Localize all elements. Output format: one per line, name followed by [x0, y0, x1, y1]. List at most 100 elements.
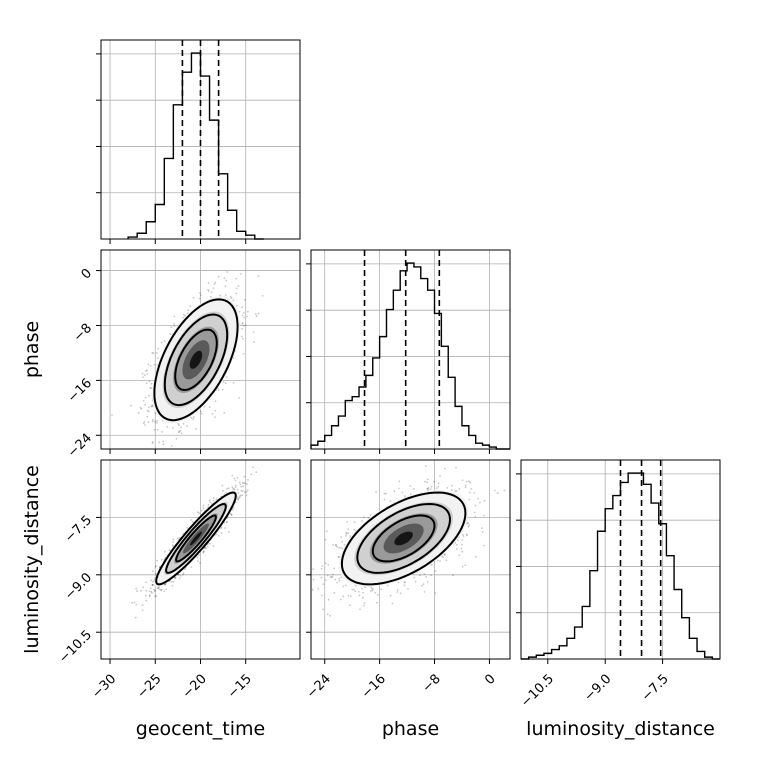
scatter-point [312, 578, 315, 581]
scatter-point [178, 431, 180, 434]
x-tick-label: −20 [180, 672, 210, 702]
scatter-point [345, 535, 347, 537]
scatter-point [312, 568, 315, 570]
scatter-point [190, 417, 193, 419]
scatter-point [239, 495, 241, 498]
scatter-point [224, 294, 227, 296]
scatter-point [163, 490, 165, 492]
scatter-point [226, 488, 228, 490]
scatter-point [156, 419, 158, 422]
scatter-point [237, 492, 240, 494]
scatter-point [212, 497, 215, 499]
scatter-point [261, 294, 264, 297]
scatter-point [254, 313, 257, 316]
contour-line [174, 328, 218, 392]
scatter-point [232, 487, 235, 490]
scatter-point [338, 546, 340, 549]
scatter-point [150, 387, 153, 389]
contour-line [371, 514, 436, 563]
x-tick-label: −7.5 [639, 672, 672, 705]
scatter-point [346, 521, 349, 523]
scatter-point [151, 404, 154, 406]
scatter-point [154, 589, 157, 592]
scatter-point [150, 579, 152, 582]
scatter-point [232, 381, 235, 384]
scatter-point [236, 476, 239, 479]
scatter-point [419, 574, 421, 577]
scatter-point [242, 312, 245, 314]
scatter-point [347, 594, 350, 597]
scatter-point [413, 487, 415, 490]
scatter-point [184, 568, 187, 571]
scatter-point [330, 576, 333, 579]
scatter-point [226, 521, 228, 523]
scatter-point [205, 547, 208, 549]
scatter-point [221, 388, 224, 391]
scatter-point [221, 484, 224, 487]
scatter-point [372, 588, 374, 591]
scatter-point [171, 585, 174, 587]
scatter-point [236, 304, 238, 307]
scatter-point [427, 489, 430, 492]
scatter-point [426, 481, 428, 484]
scatter-point [186, 526, 189, 529]
scatter-point [141, 609, 144, 612]
scatter-point [200, 412, 203, 415]
scatter-point [131, 602, 134, 604]
scatter-point [215, 533, 218, 536]
scatter-point [225, 521, 228, 523]
scatter-point [133, 601, 136, 604]
scatter-point [354, 590, 357, 593]
y-tick-label: −7.5 [62, 513, 95, 546]
scatter-point [458, 554, 461, 557]
scatter-point [207, 282, 210, 284]
scatter-point [426, 478, 429, 481]
scatter-point [326, 613, 329, 615]
scatter-point [404, 495, 406, 497]
scatter-point [437, 559, 439, 562]
scatter-point [215, 498, 218, 501]
scatter-point [425, 465, 427, 467]
x-tick-label: −9.0 [582, 672, 615, 705]
scatter-point [142, 376, 144, 379]
scatter-point [182, 422, 185, 425]
scatter-point [147, 410, 150, 413]
scatter-point [403, 584, 406, 587]
scatter-point [321, 594, 323, 597]
scatter-point [166, 426, 169, 428]
scatter-point [156, 428, 159, 431]
density-region [189, 350, 203, 369]
scatter-point [461, 543, 463, 546]
scatter-point [190, 519, 193, 521]
scatter-point [220, 526, 223, 529]
scatter-point [362, 591, 365, 594]
scatter-point [363, 602, 366, 604]
scatter-point [239, 483, 242, 486]
scatter-point [222, 381, 225, 383]
scatter-point [343, 544, 346, 546]
scatter-point [191, 520, 194, 523]
scatter-point [170, 580, 173, 583]
scatter-point [481, 531, 484, 533]
scatter-point [175, 437, 178, 440]
scatter-point [434, 592, 437, 594]
scatter-point [145, 589, 148, 592]
histogram-geocent_time [96, 40, 300, 244]
scatter-point [214, 400, 217, 403]
scatter-point [135, 603, 138, 606]
scatter-point [151, 441, 154, 443]
scatter-point [442, 556, 445, 559]
scatter-point [344, 584, 347, 587]
scatter-geocent_time-luminosity_distance-frame [100, 459, 301, 660]
scatter-point [146, 409, 149, 412]
scatter-point [148, 594, 151, 596]
scatter-point [357, 590, 360, 593]
scatter-point [483, 514, 485, 517]
histogram-luminosity_distance [516, 460, 720, 664]
scatter-point [358, 594, 361, 597]
scatter-point [141, 604, 144, 607]
scatter-point [157, 347, 160, 350]
scatter-point [160, 588, 163, 591]
scatter-point [255, 471, 258, 474]
scatter-point [334, 578, 337, 581]
